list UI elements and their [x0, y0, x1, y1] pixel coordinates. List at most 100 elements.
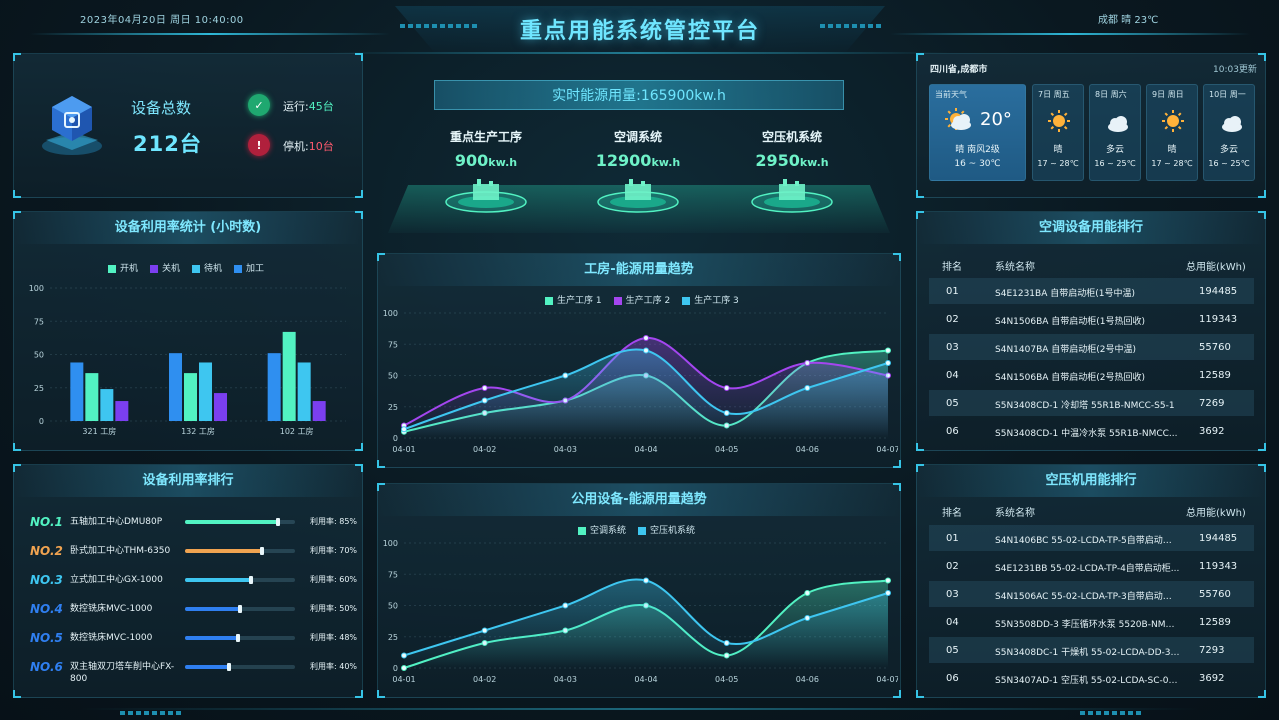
table-row[interactable]: 05 S5N3408DC-1 干燥机 55-02-LCDA-DD-3自... 729… [929, 637, 1254, 663]
table-row[interactable]: 02 S4E1231BB 55-02-LCDA-TP-4自带启动柜... 11934… [929, 553, 1254, 579]
weather-today-card[interactable]: 当前天气 20° 晴 南风2级 16 ~ 30℃ [929, 84, 1026, 181]
legend-item[interactable]: 生产工序 3 [682, 293, 739, 306]
legend-item[interactable]: 空压机系统 [638, 523, 695, 536]
legend-item[interactable]: 关机 [150, 261, 180, 274]
data-point[interactable] [804, 615, 811, 621]
forecast-cond: 晴 [1053, 145, 1063, 155]
data-point[interactable] [804, 590, 811, 596]
data-point[interactable] [481, 385, 488, 391]
rate-label: 利用率: [310, 517, 340, 526]
weather-forecast-card[interactable]: 8日 周六 多云 16 ~ 25℃ [1089, 84, 1141, 181]
table-row[interactable]: 01 S4E1231BA 自带启动柜(1号中温) 194485 [929, 278, 1254, 304]
ranking-item[interactable]: NO.6 双主轴双刀塔车削中心FX-800 利用率: 40% [30, 660, 360, 686]
data-point[interactable] [643, 347, 649, 354]
legend-item[interactable]: 开机 [108, 261, 138, 274]
rank-rate: 利用率: 70% [310, 545, 357, 556]
ranking-item[interactable]: NO.4 数控铣床MVC-1000 利用率: 50% [30, 602, 360, 628]
data-point[interactable] [643, 335, 649, 341]
table-row[interactable]: 01 S4N1406BC 55-02-LCDA-TP-5自带启动柜... 19448… [929, 525, 1254, 551]
ranking-item[interactable]: NO.1 五轴加工中心DMU80P 利用率: 85% [30, 515, 360, 541]
bar[interactable] [312, 401, 326, 421]
bar[interactable] [214, 393, 227, 421]
bar[interactable] [115, 401, 129, 421]
table-row[interactable]: 03 S4N1506AC 55-02-LCDA-TP-3自带启动柜... 55760 [929, 581, 1254, 607]
footer-deco-left [120, 711, 181, 715]
weather-forecast-card[interactable]: 10日 周一 多云 16 ~ 25℃ [1203, 84, 1255, 181]
table-header-total: 总用能(kWh) [1186, 262, 1246, 273]
page-title: 重点用能系统管控平台 [519, 19, 760, 44]
bar[interactable] [70, 362, 84, 421]
table-row[interactable]: 03 S4N1407BA 自带启动柜(2号中温) 55760 [929, 334, 1254, 360]
table-row[interactable]: 04 S5N3508DD-3 李压循环水泵 5520B-NMCC... 12589 [929, 609, 1254, 635]
weather-forecast-card[interactable]: 9日 周日晴 17 ~ 28℃ [1146, 84, 1198, 181]
ranking-item[interactable]: NO.5 数控铣床MVC-1000 利用率: 48% [30, 631, 360, 657]
bar[interactable] [184, 373, 197, 421]
table-row[interactable]: 06 S5N3407AD-1 空压机 55-02-LCDA-SC-01... 369… [929, 665, 1254, 691]
legend-item[interactable]: 加工 [234, 261, 264, 274]
data-point[interactable] [804, 360, 811, 366]
data-point[interactable] [723, 410, 730, 416]
table-row[interactable]: 04 S4N1506BA 自带启动柜(2号热回收) 12589 [929, 362, 1254, 388]
data-point[interactable] [885, 360, 891, 366]
bar[interactable] [169, 353, 182, 421]
rank-progress-fill [185, 636, 238, 640]
table-row[interactable]: 06 S5N3408CD-1 中温冷水泵 55R1B-NMCC... 3692 [929, 418, 1254, 444]
bar[interactable] [100, 389, 114, 421]
legend-item[interactable]: 生产工序 2 [613, 293, 670, 306]
row-value: 194485 [1199, 533, 1238, 544]
utilization-title: 设备利用率统计 (小时数) [14, 212, 362, 244]
bar[interactable] [282, 331, 296, 421]
data-point[interactable] [885, 347, 891, 354]
data-point[interactable] [481, 627, 488, 634]
rank-progress-fill [185, 578, 251, 582]
rank-progress-knob [276, 518, 281, 526]
process-trend-legend: 生产工序 1 生产工序 2 生产工序 3 [545, 293, 739, 306]
legend-item[interactable]: 生产工序 1 [545, 293, 602, 306]
table-header-name: 系统名称 [995, 508, 1035, 519]
row-value: 3692 [1199, 426, 1225, 437]
data-point[interactable] [401, 652, 407, 659]
ranking-item[interactable]: NO.2 卧式加工中心THM-6350 利用率: 70% [30, 544, 360, 570]
stat-name: 重点生产工序 [449, 130, 522, 144]
legend-item[interactable]: 待机 [192, 261, 222, 274]
table-row[interactable]: 05 S5N3408CD-1 冷却塔 55R1B-NMCC-S5-1 7269 [929, 390, 1254, 416]
bar[interactable] [267, 353, 281, 421]
legend-item[interactable]: 空调系统 [578, 523, 626, 536]
table-header-name: 系统名称 [995, 262, 1035, 273]
running-label: 运行: [283, 100, 309, 113]
row-name: S5N3408CD-1 冷却塔 55R1B-NMCC-S5-1 [995, 401, 1175, 411]
ranking-title: 设备利用率排行 [14, 465, 362, 497]
rank-progress-knob [226, 663, 231, 671]
legend-label: 空调系统 [590, 526, 627, 536]
data-point[interactable] [885, 577, 891, 584]
data-point[interactable] [885, 590, 891, 596]
data-point[interactable] [643, 577, 649, 584]
bar[interactable] [85, 373, 99, 421]
data-point[interactable] [401, 426, 407, 433]
stopped-value: 10台 [308, 140, 334, 153]
y-tick-label: 0 [39, 417, 44, 426]
weather-forecast-card[interactable]: 7日 周五晴 17 ~ 28℃ [1032, 84, 1084, 181]
data-point[interactable] [481, 397, 488, 404]
stat-unit: kw.h [799, 156, 829, 169]
legend-swatch [192, 264, 201, 273]
row-value: 119343 [1199, 561, 1238, 572]
rate-label: 利用率: [310, 604, 340, 613]
x-tick-label: 132 工房 [181, 426, 215, 436]
data-point[interactable] [723, 640, 730, 646]
rank-rate: 利用率: 60% [310, 574, 357, 585]
x-tick-label: 04-02 [473, 675, 496, 684]
header-line-right [890, 33, 1250, 35]
data-point[interactable] [804, 385, 811, 391]
bar[interactable] [199, 362, 212, 421]
data-point[interactable] [562, 372, 569, 379]
stat-name: 空压机系统 [761, 130, 822, 144]
table-row[interactable]: 02 S4N1506BA 自带启动柜(1号热回收) 119343 [929, 306, 1254, 332]
rank-progress-track [185, 634, 295, 642]
data-point[interactable] [562, 602, 569, 609]
table-header-rank: 排名 [942, 262, 962, 273]
bar[interactable] [297, 362, 311, 421]
rank-progress-knob [259, 547, 264, 555]
data-point[interactable] [723, 385, 730, 391]
ranking-item[interactable]: NO.3 立式加工中心GX-1000 利用率: 60% [30, 573, 360, 599]
